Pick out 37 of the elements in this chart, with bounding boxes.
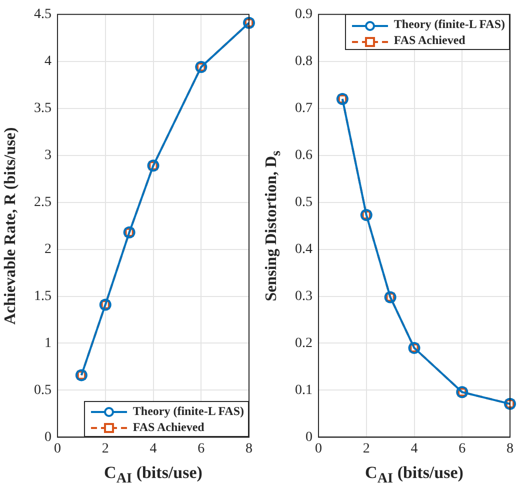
y-tick-label: 0.9 — [295, 7, 312, 22]
legend-label: FAS Achieved — [392, 32, 466, 48]
y-tick-label: 0.7 — [295, 101, 312, 116]
x-tick-label: 8 — [246, 441, 252, 456]
y-tick-label: 1 — [44, 336, 52, 351]
y-tick-label: 2.5 — [34, 194, 52, 210]
x-tick-label: 6 — [198, 441, 205, 456]
y-tick-label: 1.5 — [34, 288, 52, 304]
y-tick-label: 0.8 — [295, 54, 312, 70]
y-tick-label: 0.5 — [295, 194, 312, 210]
x-axis-title: C$_{AI}$ (bits/use) — [364, 463, 464, 488]
x-tick-label: 6 — [458, 441, 466, 456]
x-tick-label: 8 — [506, 441, 514, 456]
x-tick-label: 0 — [54, 441, 61, 456]
x-tick-label: 2 — [102, 441, 109, 456]
y-tick-label: 4 — [44, 54, 52, 70]
y-tick-label: 2 — [44, 242, 52, 257]
y-tick-label: 0.3 — [295, 288, 312, 304]
y-axis-title: Achievable Rate, R (bits/use) — [2, 127, 20, 324]
y-tick-label: 0.6 — [295, 148, 312, 164]
legend-label: Theory (finite-L FAS) — [392, 16, 505, 32]
y-tick-label: 0 — [44, 430, 52, 445]
y-tick-label: 0.2 — [295, 336, 312, 351]
y-tick-label: 3 — [44, 148, 52, 164]
x-tick-label: 4 — [150, 441, 157, 456]
y-tick-label: 0.1 — [295, 382, 312, 398]
legend-label: Theory (finite-L FAS) — [132, 403, 244, 420]
x-tick-label: 0 — [315, 441, 322, 456]
y-tick-label: 4.5 — [34, 7, 52, 22]
y-tick-label: 0.5 — [34, 382, 52, 398]
y-tick-label: 0 — [306, 430, 312, 445]
x-tick-label: 4 — [410, 441, 418, 456]
y-tick-label: 0.4 — [295, 242, 312, 257]
x-axis-title: C$_{AI}$ (bits/use) — [103, 463, 204, 488]
legend-label: FAS Achieved — [132, 419, 206, 436]
y-tick-label: 3.5 — [34, 101, 52, 116]
x-tick-label: 2 — [362, 441, 370, 456]
